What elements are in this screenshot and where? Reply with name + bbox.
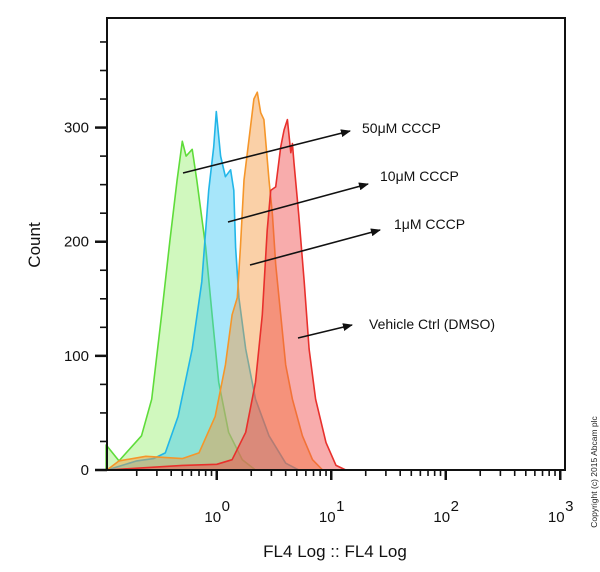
annotations: 50μM CCCP 10μM CCCP 1μM CCCP Vehicle Ctr… — [182, 120, 495, 339]
x-tick-exponent: 1 — [336, 498, 344, 515]
y-tick-label: 200 — [64, 234, 89, 251]
x-axis-label: FL4 Log :: FL4 Log — [263, 542, 407, 561]
y-tick-label: 100 — [64, 348, 89, 365]
series-3-area — [106, 91, 324, 471]
x-tick-label: 10 — [548, 509, 565, 526]
x-tick-label: 10 — [204, 509, 221, 526]
annotation-1um: 1μM CCCP — [394, 216, 465, 232]
x-tick-exponent: 3 — [565, 498, 573, 515]
annotation-vehicle: Vehicle Ctrl (DMSO) — [369, 316, 495, 332]
annotation-10um: 10μM CCCP — [380, 168, 459, 184]
arrow-1um — [249, 228, 381, 266]
x-tick-label: 10 — [319, 509, 336, 526]
copyright-text: Copyright (c) 2015 Abcam plc — [589, 416, 599, 528]
y-axis: 0 100 200 300 — [64, 41, 107, 479]
series-4-area — [106, 118, 347, 471]
y-tick-label: 0 — [81, 462, 89, 479]
x-tick-exponent: 0 — [222, 498, 230, 515]
y-axis-label: Count — [25, 222, 44, 268]
x-tick-exponent: 2 — [451, 498, 459, 515]
arrow-vehicle — [297, 323, 353, 339]
series-2-area — [106, 110, 300, 471]
plot-frame — [106, 17, 566, 471]
series-layer — [105, 91, 566, 471]
series-1-area — [105, 140, 566, 471]
annotation-50um: 50μM CCCP — [362, 120, 441, 136]
x-tick-label: 10 — [433, 509, 450, 526]
arrow-50um — [182, 129, 351, 174]
y-tick-label: 300 — [64, 120, 89, 137]
arrow-10um — [227, 182, 369, 223]
